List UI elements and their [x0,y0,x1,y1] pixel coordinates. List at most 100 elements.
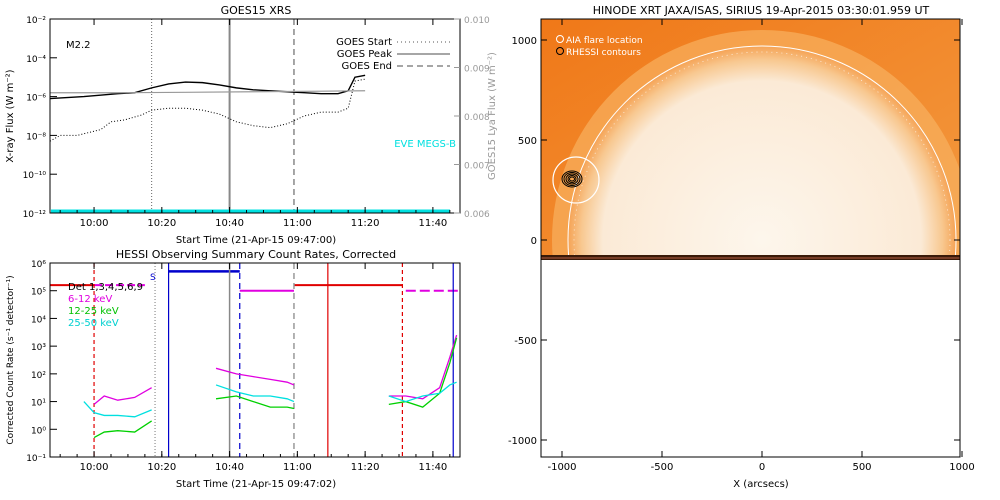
goes-title: GOES15 XRS [221,4,292,17]
x-tick-label: 11:20 [351,218,380,229]
y2-tick-label: 0.006 [464,210,490,220]
hessi-legend: Det 1,3,4,5,6,9 6-12 keV 12-25 keV 25-50… [68,282,143,329]
goes-ylabel: X-ray Flux (W m⁻²) [5,69,16,162]
goes-y-axis: 10⁻² 10⁻⁴ 10⁻⁶ 10⁻⁸ 10⁻¹⁰ 10⁻¹² [23,16,57,220]
y2-tick-label: 0.007 [464,162,490,172]
hessi-legend-25-50: 25-50 keV [68,318,119,329]
x-tick-label: 10:40 [215,218,244,229]
goes-panel: GOES15 XRS 10:00 10:20 10:40 11:00 11:20 11:4… [5,4,498,246]
goes-frame [49,18,461,214]
hessi-xlabel: Start Time (21-Apr-15 09:47:02) [176,479,336,490]
hessi-ylabel: Corrected Count Rate (s⁻¹ detector⁻¹) [6,275,16,444]
rhessi-contours [561,170,583,188]
solar-disk [568,46,956,260]
hessi-s-marker: S [150,273,156,283]
x-tick-label: 10:40 [215,462,244,473]
goes-right-axis: 0.010 0.009 0.008 0.007 0.006 [454,16,490,220]
y-tick-label: 10² [31,371,46,381]
y-tick-label: 10¹ [31,399,46,409]
y-tick-label: 10⁻¹ [26,454,46,464]
y-tick-label: 10⁻⁶ [26,94,46,104]
y-tick-label: -1000 [508,436,537,447]
goes-series-short [49,78,366,142]
rhessi-legend-label: RHESSI contours [566,48,641,58]
goes-xlabel: Start Time (21-Apr-15 09:47:00) [176,235,336,246]
hessi-series-6-12-keV [215,367,295,386]
hessi-legend-12-25: 12-25 keV [68,306,119,317]
x-tick-label: 10:20 [147,218,176,229]
y-tick-label: 10⁻¹² [23,210,47,220]
hessi-series-25-50-keV [388,381,457,403]
eve-label: EVE MEGS-B [394,139,456,150]
x-tick-label: -500 [651,462,674,473]
x-tick-label: 11:40 [418,218,447,229]
hessi-legend-title: Det 1,3,4,5,6,9 [68,282,143,293]
y2-tick-label: 0.009 [464,65,490,75]
x-tick-label: 10:00 [80,462,109,473]
hessi-panel: HESSI Observing Summary Count Rates, Cor… [6,248,461,490]
xrt-xlabel: X (arcsecs) [733,479,789,490]
xrt-legend: AIA flare location RHESSI contours [556,35,643,58]
x-tick-label: 10:20 [147,462,176,473]
aia-legend-marker [556,35,564,43]
xrt-y-axis: 1000 500 0 -500 -1000 [508,36,960,447]
rhessi-contour [561,170,583,188]
xrt-frame [540,18,961,458]
x-tick-label: 11:00 [283,218,312,229]
hessi-title: HESSI Observing Summary Count Rates, Cor… [116,248,396,261]
y-tick-label: 500 [518,136,537,147]
xrt-title: HINODE XRT JAXA/ISAS, SIRIUS 19-Apr-2015… [593,4,930,17]
hessi-series-12-25-keV [388,337,458,408]
hessi-series-6-12-keV [93,387,152,405]
goes-series-long [49,74,366,100]
y-tick-label: 10⁻⁴ [26,55,46,65]
hessi-plot-area [50,263,460,457]
goes-x-axis: 10:00 10:20 10:40 11:00 11:20 11:40 [59,19,451,229]
goes-ylabel-right: GOES15 Lya Flux (W m⁻²) [487,52,498,180]
x-tick-label: 11:40 [418,462,447,473]
x-tick-label: 0 [759,462,765,473]
x-tick-label: -1000 [547,462,576,473]
xrt-image [541,19,960,260]
y-tick-label: 10⁵ [31,288,46,298]
rhessi-contour [569,176,575,182]
hessi-series-25-50-keV [215,384,295,403]
y-tick-label: 1000 [512,36,537,47]
rhessi-contour [567,175,577,183]
x-tick-label: 500 [852,462,871,473]
y-tick-label: 10⁶ [31,260,46,270]
rhessi-legend-marker [556,47,564,55]
hessi-series-12-25-keV [215,395,295,410]
x-tick-label: 11:20 [351,462,380,473]
y-tick-label: 10⁻² [26,16,46,26]
goes-plot-area [49,19,450,213]
x-tick-label: 11:00 [283,462,312,473]
goes-legend-end: GOES End [342,61,392,72]
hessi-x-axis: 10:00 10:20 10:40 11:00 11:20 11:40 [59,263,451,473]
hessi-legend-6-12: 6-12 keV [68,294,112,305]
y-tick-label: 10⁰ [31,426,46,436]
aia-flare-location-circle [552,156,600,204]
hessi-y-axis: 10⁶ 10⁵ 10⁴ 10³ 10² 10¹ 10⁰ 10⁻¹ [26,260,57,464]
y-tick-label: 10⁴ [31,315,46,325]
goes-series-lya [50,90,366,94]
xrt-panel: HINODE XRT JAXA/ISAS, SIRIUS 19-Apr-2015… [508,4,975,490]
goes-flare-class: M2.2 [66,40,91,51]
hessi-series-25-50-keV [83,401,152,418]
x-tick-label: 1000 [949,462,974,473]
y-tick-label: 10⁻¹⁰ [23,171,47,181]
x-tick-label: 10:00 [80,218,109,229]
y-tick-label: 0 [531,236,537,247]
y2-tick-label: 0.010 [464,16,490,26]
y-tick-label: 10³ [31,343,46,353]
rhessi-contour [563,172,581,186]
goes-legend: GOES Start GOES Peak GOES End [336,37,450,72]
goes-legend-start: GOES Start [336,37,392,48]
grid-circle [573,51,951,260]
goes-legend-peak: GOES Peak [337,49,392,60]
y-tick-label: -500 [514,336,537,347]
hessi-series-6-12-keV [388,334,458,400]
hessi-series-12-25-keV [93,420,153,439]
y-tick-label: 10⁻⁸ [26,132,46,142]
